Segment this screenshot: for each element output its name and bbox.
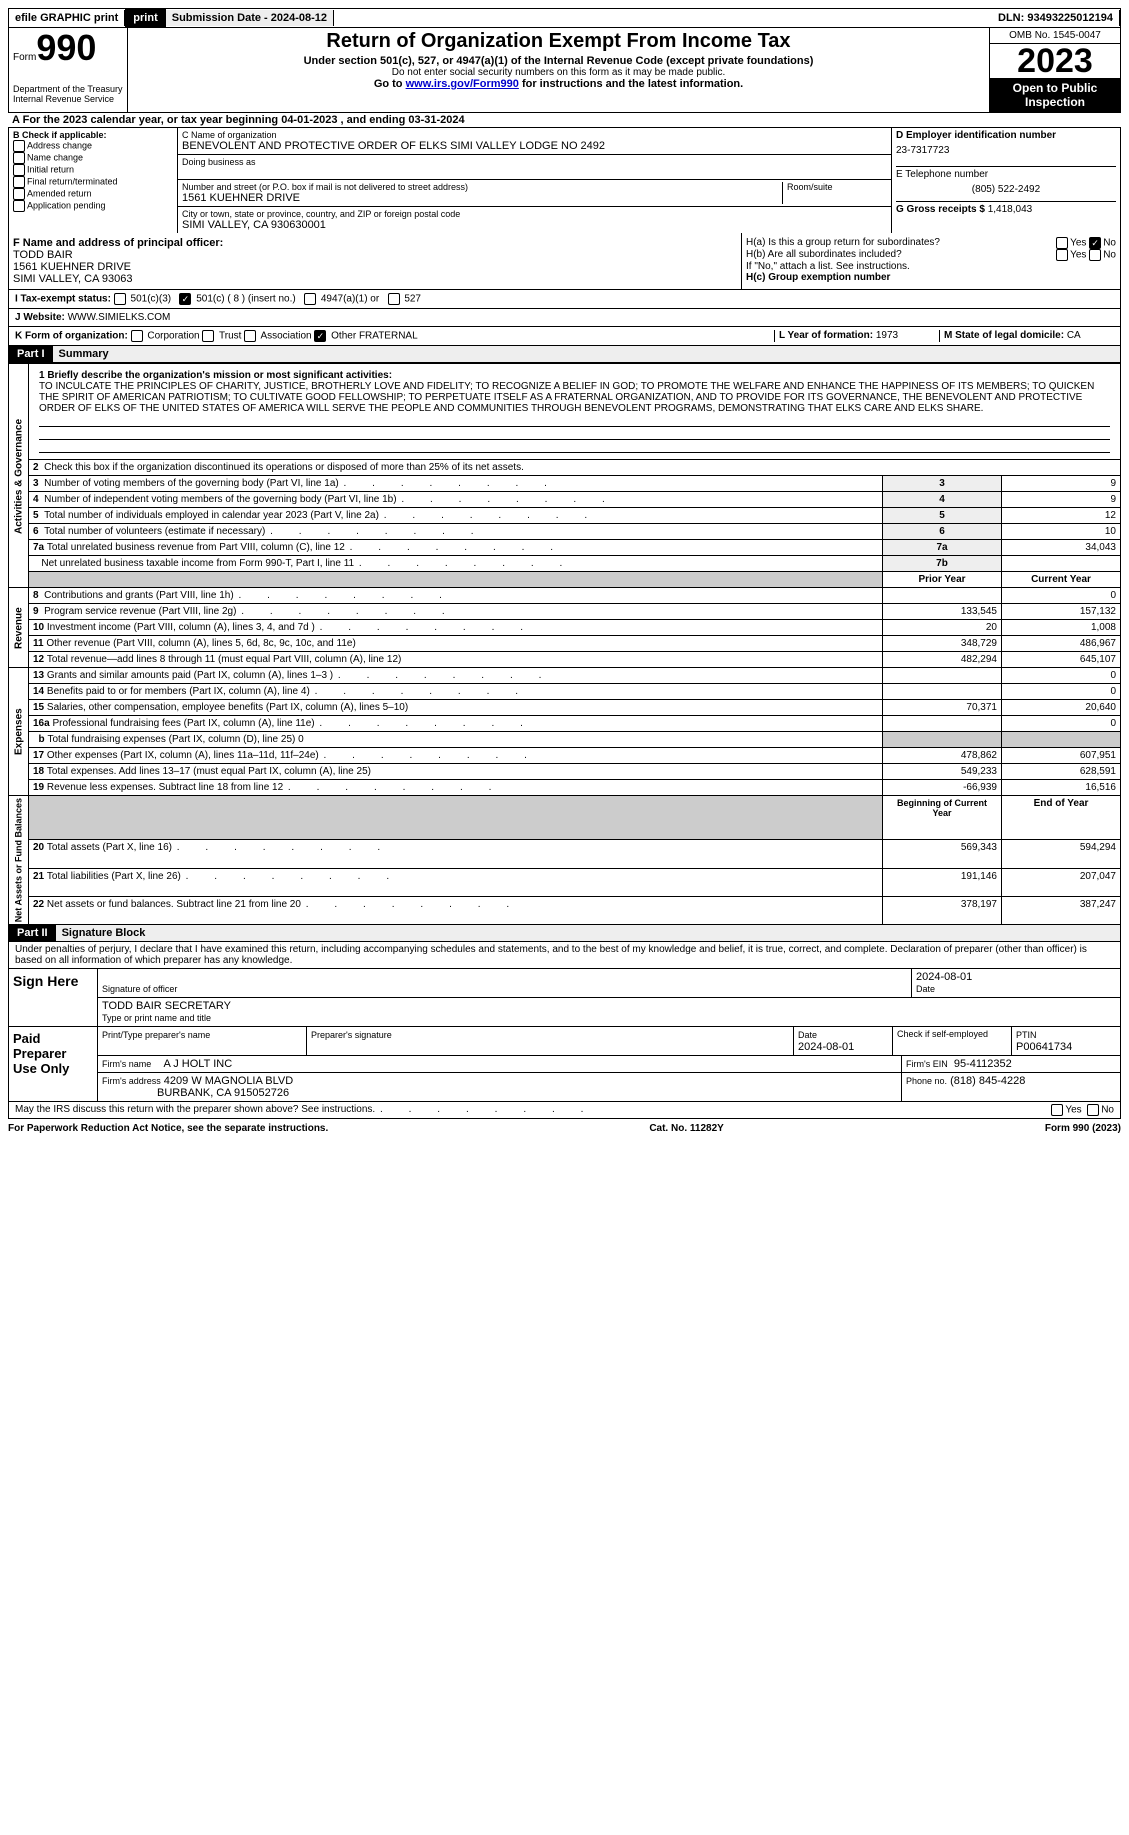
efile-label: efile GRAPHIC print [9,10,125,26]
amended-check[interactable] [13,188,25,200]
form-subtitle: Under section 501(c), 527, or 4947(a)(1)… [134,55,983,67]
dept-label: Department of the Treasury Internal Reve… [13,84,123,104]
line-a: A For the 2023 calendar year, or tax yea… [8,113,1121,128]
column-c: C Name of organization BENEVOLENT AND PR… [178,128,891,233]
activities-label: Activities & Governance [9,364,29,588]
addr-change-check[interactable] [13,140,25,152]
form-word: Form [13,52,36,63]
column-deg: D Employer identification number 23-7317… [891,128,1120,233]
print-button[interactable]: print [125,9,165,27]
501c-check[interactable]: ✓ [179,293,191,305]
mission-text: TO INCULCATE THE PRINCIPLES OF CHARITY, … [39,381,1094,414]
ha-no[interactable]: ✓ [1089,237,1101,249]
ssn-warning: Do not enter social security numbers on … [134,67,983,78]
line-i: I Tax-exempt status: 501(c)(3) ✓ 501(c) … [8,290,1121,309]
phone: (805) 522-2492 [896,180,1116,199]
revenue-label: Revenue [9,588,29,668]
page-footer: For Paperwork Reduction Act Notice, see … [8,1119,1121,1134]
website: WWW.SIMIELKS.COM [68,312,171,323]
initial-return-check[interactable] [13,164,25,176]
officer-name: TODD BAIR [13,249,737,261]
discuss-yes[interactable] [1051,1104,1063,1116]
summary-table: Activities & Governance 1 Briefly descri… [8,363,1121,925]
discuss-no[interactable] [1087,1104,1099,1116]
go-to-link: Go to www.irs.gov/Form990 for instructio… [134,78,983,90]
perjury-text: Under penalties of perjury, I declare th… [8,942,1121,969]
open-public: Open to Public Inspection [990,78,1120,112]
501c3-check[interactable] [114,293,126,305]
column-b: B Check if applicable: Address change Na… [9,128,178,233]
hb-yes[interactable] [1056,249,1068,261]
irs-link[interactable]: www.irs.gov/Form990 [406,78,519,90]
section-fh: F Name and address of principal officer:… [8,233,1121,290]
signature-block: Sign Here Signature of officer 2024-08-0… [8,969,1121,1102]
app-pending-check[interactable] [13,200,25,212]
ha-yes[interactable] [1056,237,1068,249]
line-j: J Website: WWW.SIMIELKS.COM [8,309,1121,327]
gross-receipts: 1,418,043 [988,204,1033,215]
527-check[interactable] [388,293,400,305]
form-number: 990 [36,27,96,68]
ein: 23-7317723 [896,141,1116,164]
name-change-check[interactable] [13,152,25,164]
top-bar: efile GRAPHIC print print Submission Dat… [8,8,1121,28]
4947-check[interactable] [304,293,316,305]
netassets-label: Net Assets or Fund Balances [9,796,29,925]
section-bcdefg: B Check if applicable: Address change Na… [8,128,1121,233]
dln-label: DLN: 93493225012194 [992,10,1120,26]
part2-header: Part IISignature Block [8,925,1121,942]
sign-here-label: Sign Here [9,969,98,1026]
form-title: Return of Organization Exempt From Incom… [134,30,983,53]
line-klm: K Form of organization: Corporation Trus… [8,327,1121,346]
org-name: BENEVOLENT AND PROTECTIVE ORDER OF ELKS … [182,140,887,152]
tax-year: 2023 [990,44,1120,78]
expenses-label: Expenses [9,668,29,796]
final-return-check[interactable] [13,176,25,188]
city: SIMI VALLEY, CA 930630001 [182,219,887,231]
hb-no[interactable] [1089,249,1101,261]
discuss-row: May the IRS discuss this return with the… [8,1102,1121,1119]
part1-header: Part ISummary [8,346,1121,363]
form-header: Form990 Department of the Treasury Inter… [8,28,1121,113]
submission-date: Submission Date - 2024-08-12 [166,10,334,26]
paid-preparer-label: Paid Preparer Use Only [9,1027,98,1101]
street: 1561 KUEHNER DRIVE [182,192,782,204]
